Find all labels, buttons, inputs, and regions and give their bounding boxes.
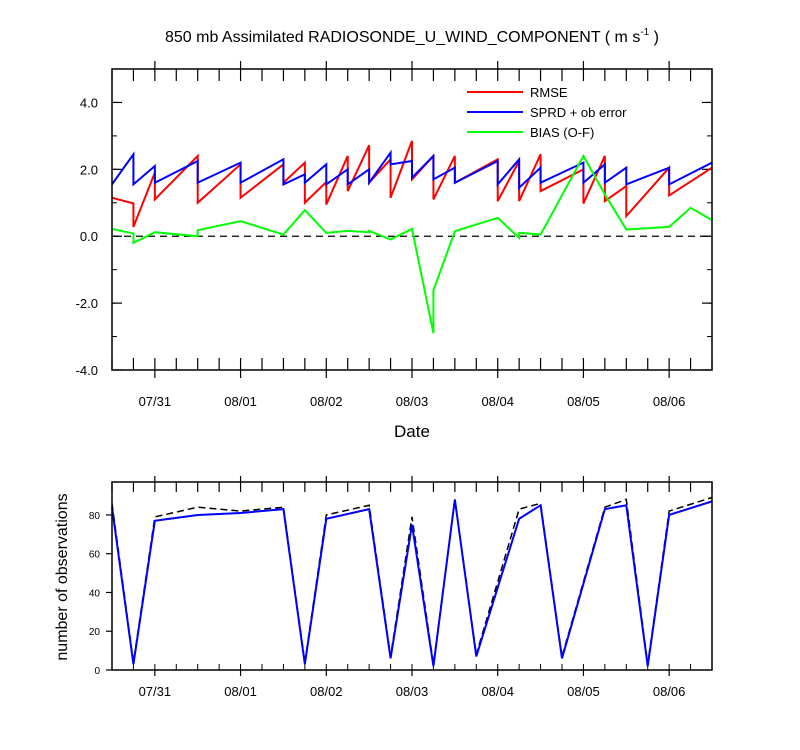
bottom-y-tick-label: 40 bbox=[89, 588, 101, 599]
bottom-y-tick-label: 0 bbox=[94, 666, 100, 677]
top-y-tick-label: -2.0 bbox=[76, 296, 98, 311]
top-y-ticks: -4.0 -2.0 0.0 2.0 4.0 bbox=[76, 68, 712, 378]
bias-series-line bbox=[111, 153, 713, 334]
top-x-tick-label: 08/02 bbox=[310, 394, 343, 409]
top-x-tick-label: 08/05 bbox=[567, 394, 600, 409]
bottom-x-tick-label: 08/01 bbox=[224, 684, 257, 699]
top-x-tick-label: 08/06 bbox=[653, 394, 686, 409]
bottom-y-ticks: 0 20 40 60 80 bbox=[89, 511, 112, 677]
legend-rmse-label: RMSE bbox=[530, 85, 568, 100]
bottom-x-tick-label: 08/05 bbox=[567, 684, 600, 699]
total-observations-line bbox=[111, 496, 713, 665]
bottom-x-tick-label: 08/03 bbox=[396, 684, 429, 699]
top-x-tick-label: 08/01 bbox=[224, 394, 257, 409]
bottom-x-tick-label: 08/04 bbox=[481, 684, 514, 699]
assimilated-observations-line bbox=[111, 499, 713, 667]
bottom-y-tick-label: 80 bbox=[89, 511, 101, 522]
legend: RMSE SPRD + ob error BIAS (O-F) bbox=[467, 85, 627, 140]
top-x-tick-label: 07/31 bbox=[139, 394, 172, 409]
bottom-plot-frame bbox=[111, 481, 713, 671]
bottom-x-tick-label: 08/06 bbox=[653, 684, 686, 699]
x-axis-label: Date bbox=[394, 422, 430, 441]
top-x-tick-label: 08/03 bbox=[396, 394, 429, 409]
top-y-tick-label: 0.0 bbox=[80, 229, 98, 244]
bottom-x-ticks: 07/31 08/01 08/02 08/03 08/04 08/05 08/06 bbox=[111, 476, 713, 699]
legend-sprd-label: SPRD + ob error bbox=[530, 105, 627, 120]
rmse-series-line bbox=[111, 140, 713, 228]
sprd-series-line bbox=[111, 149, 713, 191]
chart-title: 850 mb Assimilated RADIOSONDE_U_WIND_COM… bbox=[165, 27, 659, 46]
bottom-y-tick-label: 20 bbox=[89, 627, 101, 638]
bottom-x-tick-label: 07/31 bbox=[139, 684, 172, 699]
top-plot-frame bbox=[111, 68, 713, 371]
y-axis-label-observations: number of observations bbox=[54, 493, 71, 660]
legend-bias-label: BIAS (O-F) bbox=[530, 125, 594, 140]
bottom-panel: 0 20 40 60 80 07/31 08/01 08/02 08/03 08/04 08/05… bbox=[54, 476, 713, 699]
top-panel: 850 mb Assimilated RADIOSONDE_U_WIND_COM… bbox=[76, 27, 713, 441]
top-x-tick-label: 08/04 bbox=[481, 394, 514, 409]
bottom-x-tick-label: 08/02 bbox=[310, 684, 343, 699]
top-y-tick-label: -4.0 bbox=[76, 363, 98, 378]
top-y-tick-label: 2.0 bbox=[80, 162, 98, 177]
top-y-tick-label: 4.0 bbox=[80, 95, 98, 110]
bottom-y-tick-label: 60 bbox=[89, 550, 101, 561]
